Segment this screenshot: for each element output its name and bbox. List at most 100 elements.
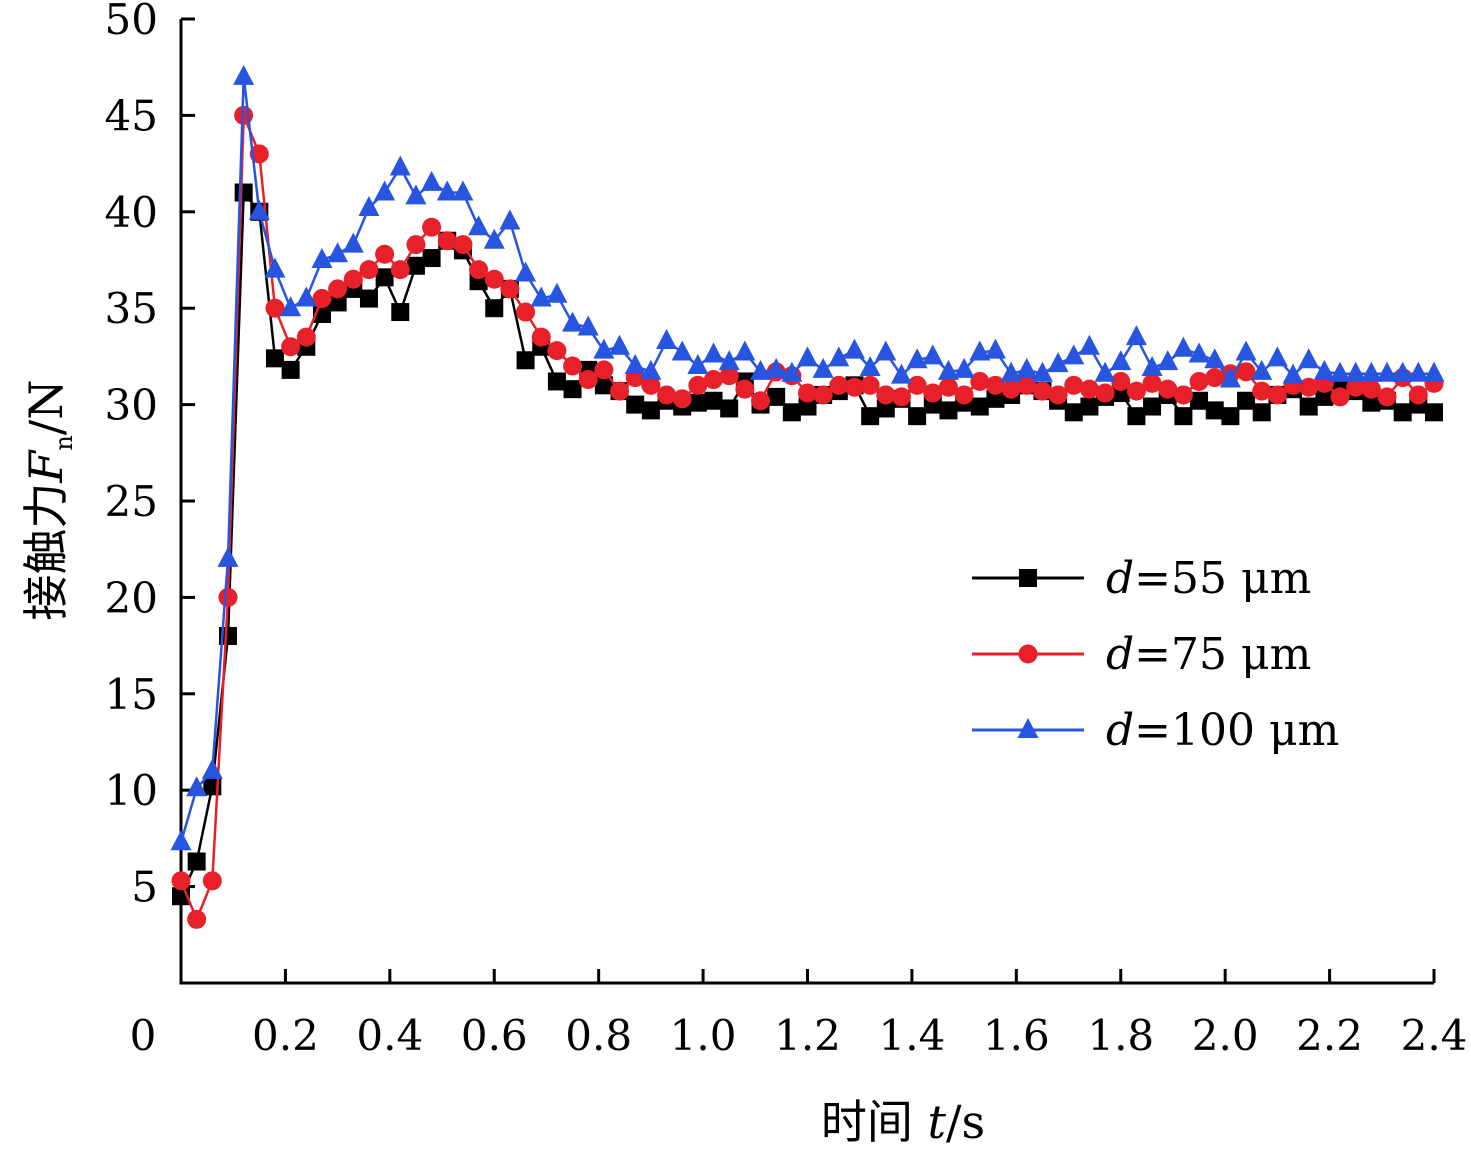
data-point: [735, 379, 755, 399]
data-point: [1189, 371, 1209, 391]
data-point: [359, 289, 378, 308]
data-point: [1141, 355, 1163, 376]
data-point: [641, 401, 660, 420]
data-point: [1190, 391, 1209, 410]
data-point: [187, 852, 206, 871]
data-point: [1094, 361, 1116, 382]
x-tick-label: 0.8: [565, 1011, 632, 1060]
data-point: [295, 286, 317, 307]
data-point: [1298, 348, 1320, 369]
data-point: [500, 279, 520, 299]
legend-label: d=55 μm: [1106, 553, 1311, 604]
data-point: [499, 209, 521, 230]
x-tick-label: 1.8: [1087, 1011, 1154, 1060]
data-point: [876, 399, 895, 418]
data-point: [530, 286, 552, 307]
data-point: [859, 355, 881, 376]
data-point: [1158, 379, 1178, 399]
data-point: [687, 354, 709, 375]
data-point: [891, 387, 911, 407]
data-point: [359, 260, 379, 280]
series-3: [170, 64, 1445, 851]
data-point: [217, 546, 239, 567]
data-point: [1016, 357, 1038, 378]
data-point: [922, 344, 944, 365]
data-point: [1360, 361, 1382, 382]
series-line: [179, 114, 1435, 921]
data-point: [734, 340, 756, 361]
data-point: [1252, 381, 1272, 401]
data-point: [1282, 363, 1304, 384]
data-point: [234, 183, 253, 202]
data-point: [374, 180, 396, 201]
y-tick-label: 50: [105, 0, 158, 44]
data-point: [1173, 385, 1193, 405]
x-tick-label: 2.4: [1401, 1011, 1468, 1060]
data-point: [406, 235, 426, 255]
legend-label: d=75 μm: [1106, 629, 1311, 680]
data-point: [1064, 403, 1083, 422]
data-point: [422, 217, 442, 237]
data-point: [1078, 334, 1100, 355]
data-point: [1377, 387, 1397, 407]
data-point: [1407, 361, 1429, 382]
data-point: [1205, 401, 1224, 420]
data-point: [516, 302, 536, 322]
data-point: [469, 260, 489, 280]
data-point: [1221, 407, 1240, 426]
data-point: [389, 155, 411, 176]
data-point: [1392, 361, 1414, 382]
data-point: [624, 354, 646, 375]
data-point: [327, 242, 349, 263]
data-point: [1095, 383, 1115, 403]
y-tick-label: 40: [105, 188, 158, 237]
legend-marker: [1017, 718, 1039, 738]
data-point: [1362, 393, 1381, 412]
data-point: [1110, 350, 1132, 371]
data-point: [626, 395, 645, 414]
data-point: [1111, 371, 1131, 391]
data-point: [672, 389, 692, 409]
data-point: [484, 269, 504, 289]
data-point: [970, 371, 990, 391]
data-point: [1267, 385, 1287, 405]
x-axis-title: 时间 t/s: [821, 1095, 985, 1149]
data-point: [328, 279, 348, 299]
data-point: [1315, 387, 1334, 406]
x-tick-label: 1.6: [983, 1011, 1050, 1060]
data-point: [797, 346, 818, 367]
data-point: [390, 260, 410, 280]
data-point: [610, 381, 630, 401]
data-point: [1236, 362, 1256, 382]
legend-item: d=55 μm: [972, 553, 1311, 604]
data-point: [1157, 350, 1179, 371]
data-point: [422, 249, 441, 268]
x-tick-label: 2.0: [1192, 1011, 1259, 1060]
x-tick-label: 0.2: [252, 1011, 319, 1060]
data-point: [594, 376, 613, 395]
data-point: [296, 327, 316, 347]
data-point: [1000, 361, 1022, 382]
data-point: [248, 199, 270, 220]
y-tick-label: 35: [105, 284, 158, 333]
data-point: [1188, 342, 1210, 363]
data-point: [906, 348, 928, 369]
data-point: [656, 328, 678, 349]
data-point: [1423, 361, 1445, 382]
data-point: [688, 393, 707, 412]
data-point: [843, 338, 865, 359]
data-point: [264, 257, 286, 278]
data-point: [1172, 336, 1194, 357]
legend: d=55 μm d=75 μm d=100 μm: [972, 553, 1339, 756]
x-tick-label: 1.0: [670, 1011, 737, 1060]
data-point: [1219, 367, 1241, 388]
data-point: [1299, 377, 1319, 397]
legend-marker: [1019, 569, 1037, 587]
data-point: [1329, 361, 1351, 382]
data-point: [468, 215, 490, 236]
data-point: [1001, 379, 1021, 399]
data-point: [375, 244, 395, 264]
series-1: [172, 183, 1443, 906]
data-point: [171, 871, 191, 891]
